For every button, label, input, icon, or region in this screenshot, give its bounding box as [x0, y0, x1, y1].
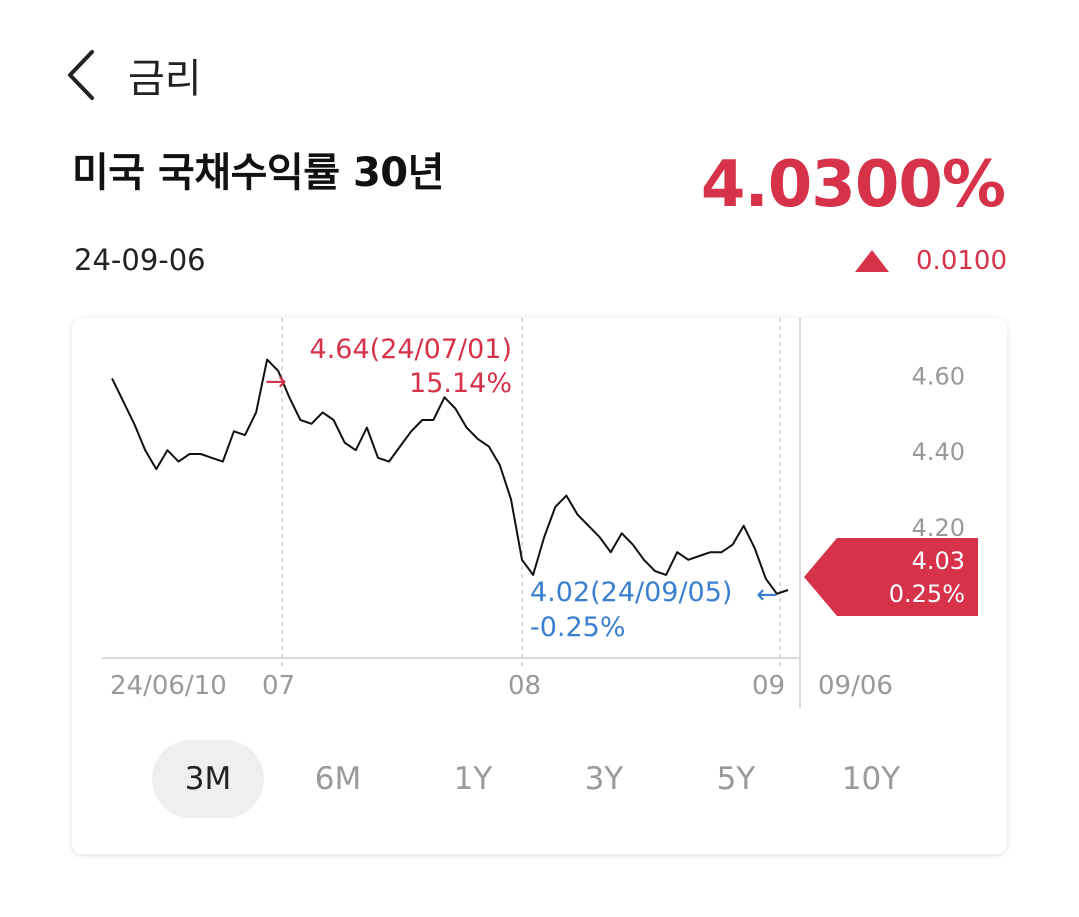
price-line	[111, 358, 789, 595]
header-title: 금리	[128, 56, 202, 102]
range-button-5y[interactable]: 5Y	[716, 761, 756, 797]
header: 금리	[62, 40, 202, 110]
low-marker-arrow: ←	[756, 580, 778, 610]
x-tick-label: 24/06/10	[110, 671, 227, 701]
price-change: 0.0100	[854, 246, 1007, 276]
low-annotation-label: 4.02(24/09/05)	[530, 577, 732, 608]
y-tick-label: 4.20	[912, 514, 965, 542]
x-tick-label: 09	[752, 671, 785, 701]
y-tick-label: 4.40	[912, 438, 965, 466]
high-annotation-label: 4.64(24/07/01)	[310, 334, 512, 365]
price-change-value: 0.0100	[916, 246, 1007, 276]
current-price: 4.0300%	[700, 148, 1006, 222]
y-tick-label: 4.60	[912, 363, 965, 391]
high-marker-arrow: →	[265, 367, 287, 397]
x-tick-label: 07	[262, 671, 295, 701]
current-value-tag: 4.03 0.25%	[804, 538, 978, 616]
triangle-up-icon	[855, 250, 890, 272]
instrument-name: 미국 국채수익률 30년	[72, 150, 444, 196]
back-button[interactable]	[62, 45, 114, 105]
chart-card: 4.60 4.40 4.20 24/06/10 07 08 09 09/06 → 4.64(…	[72, 318, 1007, 854]
range-button-6m[interactable]: 6M	[314, 761, 362, 797]
x-tick-label: 08	[508, 671, 541, 701]
high-annotation-pct: 15.14%	[409, 368, 512, 399]
current-pct: 0.25%	[889, 580, 965, 608]
quote-date: 24-09-06	[74, 243, 206, 277]
current-value-tag-shape	[804, 538, 978, 616]
range-button-3m[interactable]: 3M	[152, 740, 264, 818]
price-chart[interactable]: 4.60 4.40 4.20 24/06/10 07 08 09 09/06 → 4.64(…	[72, 318, 1007, 738]
low-annotation-pct: -0.25%	[530, 612, 626, 643]
range-button-1y[interactable]: 1Y	[453, 761, 493, 797]
current-value: 4.03	[912, 547, 965, 575]
range-button-10y[interactable]: 10Y	[841, 761, 901, 797]
range-button-3y[interactable]: 3Y	[584, 761, 624, 797]
range-selector: 3M 6M 1Y 3Y 5Y 10Y	[72, 740, 1007, 818]
x-tick-label: 09/06	[818, 671, 893, 701]
chevron-left-icon	[68, 50, 94, 100]
